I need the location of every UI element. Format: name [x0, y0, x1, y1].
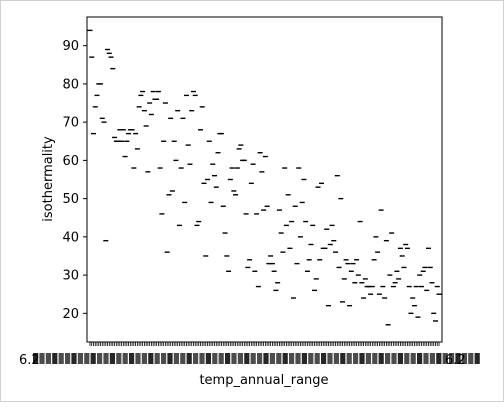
- x-tick-label-glyph: [199, 353, 205, 364]
- x-axis-ticks: [33, 342, 480, 364]
- x-tick-label-glyph: [58, 353, 64, 364]
- x-tick-label-glyph: [282, 353, 288, 364]
- x-tick-label-glyph: [327, 353, 333, 364]
- x-tick-label-clutter: [33, 353, 480, 364]
- x-tick-label-glyph: [321, 353, 327, 364]
- x-tick-label-glyph: [141, 353, 147, 364]
- x-tick-label-glyph: [314, 353, 320, 364]
- x-tick-label-glyph: [468, 353, 474, 364]
- y-tick-label: 70: [62, 116, 79, 131]
- x-tick-label-glyph: [193, 353, 199, 364]
- x-tick-label-glyph: [173, 353, 179, 364]
- x-tick-label-glyph: [237, 353, 243, 364]
- x-tick-label-glyph: [423, 353, 429, 364]
- x-tick-label-glyph: [436, 353, 442, 364]
- x-tick-label-glyph: [180, 353, 186, 364]
- x-tick-label-glyph: [410, 353, 416, 364]
- x-tick-label-glyph: [404, 353, 410, 364]
- x-tick-label-glyph: [244, 353, 250, 364]
- x-tick-label-glyph: [365, 353, 371, 364]
- x-tick-label-glyph: [378, 353, 384, 364]
- x-tick-label-glyph: [97, 353, 103, 364]
- x-tick-label-glyph: [161, 353, 167, 364]
- x-tick-label-glyph: [372, 353, 378, 364]
- x-tick-label-glyph: [391, 353, 397, 364]
- x-tick-label-glyph: [52, 353, 58, 364]
- x-tick-label-glyph: [417, 353, 423, 364]
- x-tick-label-glyph: [397, 353, 403, 364]
- x-tick-label-glyph: [186, 353, 192, 364]
- y-tick-label: 30: [62, 269, 79, 284]
- x-tick-label-glyph: [225, 353, 231, 364]
- x-tick-label: 6.2: [19, 353, 40, 368]
- plot-frame: [86, 16, 443, 343]
- x-tick-label-glyph: [218, 353, 224, 364]
- x-tick-label-glyph: [205, 353, 211, 364]
- x-tick-label-glyph: [109, 353, 115, 364]
- y-axis-ticks: 20 30 40 50 60 70 80 90: [62, 39, 87, 322]
- y-tick-label: 80: [62, 77, 79, 92]
- x-tick-label-glyph: [250, 353, 256, 364]
- x-tick-label-glyph: [429, 353, 435, 364]
- x-tick-label-glyph: [148, 353, 154, 364]
- x-tick-label-glyph: [231, 353, 237, 364]
- x-tick-label: 6.2: [445, 353, 466, 368]
- x-tick-label-glyph: [71, 353, 77, 364]
- x-tick-label-glyph: [346, 353, 352, 364]
- data-points: [87, 29, 442, 326]
- x-tick-label-glyph: [135, 353, 141, 364]
- x-tick-label-glyph: [333, 353, 339, 364]
- x-tick-label-glyph: [385, 353, 391, 364]
- x-tick-label-glyph: [353, 353, 359, 364]
- x-tick-label-glyph: [455, 353, 461, 364]
- x-tick-label-glyph: [308, 353, 314, 364]
- x-tick-label-glyph: [33, 353, 39, 364]
- x-tick-label-glyph: [474, 353, 480, 364]
- x-tick-label-glyph: [65, 353, 71, 364]
- x-tick-label-glyph: [129, 353, 135, 364]
- x-tick-label-glyph: [359, 353, 365, 364]
- y-axis-label: isothermality: [41, 136, 56, 222]
- x-tick-label-glyph: [122, 353, 128, 364]
- x-tick-label-glyph: [269, 353, 275, 364]
- x-tick-label-glyph: [90, 353, 96, 364]
- x-tick-label-glyph: [340, 353, 346, 364]
- x-tick-label-glyph: [154, 353, 160, 364]
- x-tick-label-glyph: [449, 353, 455, 364]
- x-axis-label: temp_annual_range: [199, 373, 328, 388]
- y-tick-label: 90: [62, 39, 79, 54]
- x-tick-label-glyph: [212, 353, 218, 364]
- y-tick-label: 40: [62, 230, 79, 245]
- x-tick-label-glyph: [84, 353, 90, 364]
- x-tick-label-glyph: [276, 353, 282, 364]
- x-tick-label-glyph: [116, 353, 122, 364]
- x-tick-label-glyph: [103, 353, 109, 364]
- x-tick-label-glyph: [39, 353, 45, 364]
- x-tick-label-glyph: [295, 353, 301, 364]
- x-tick-label-glyph: [167, 353, 173, 364]
- x-tick-label-glyph: [77, 353, 83, 364]
- x-tick-label-glyph: [263, 353, 269, 364]
- x-tick-label-glyph: [257, 353, 263, 364]
- y-tick-label: 50: [62, 192, 79, 207]
- x-tick-label-glyph: [442, 353, 448, 364]
- x-tick-label-glyph: [461, 353, 467, 364]
- x-tick-label-glyph: [45, 353, 51, 364]
- x-tick-label-glyph: [301, 353, 307, 364]
- x-tick-label-glyph: [289, 353, 295, 364]
- y-tick-label: 60: [62, 154, 79, 169]
- y-tick-label: 20: [62, 307, 79, 322]
